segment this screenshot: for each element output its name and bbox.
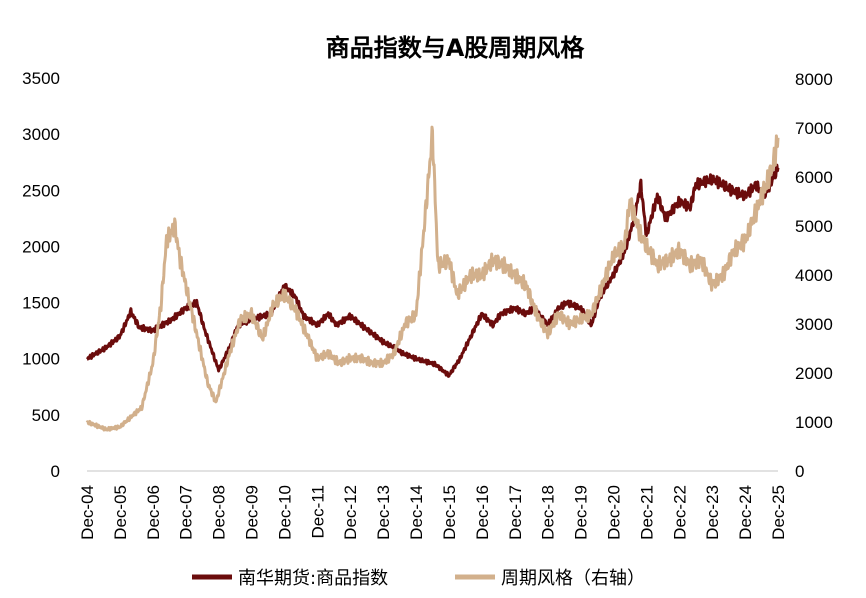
right-y-tick-label: 8000 bbox=[795, 70, 833, 89]
left-y-tick-label: 3500 bbox=[22, 69, 60, 88]
x-tick-label: Dec-24 bbox=[736, 485, 755, 540]
legend-item-cyclical-style: 周期风格（右轴） bbox=[455, 568, 645, 589]
x-tick-label: Dec-18 bbox=[539, 485, 558, 540]
right-y-tick-label: 0 bbox=[795, 462, 804, 481]
right-y-tick-label: 5000 bbox=[795, 217, 833, 236]
right-y-tick-label: 1000 bbox=[795, 413, 833, 432]
x-tick-label: Dec-22 bbox=[670, 485, 689, 540]
x-tick-label: Dec-23 bbox=[703, 485, 722, 540]
series-line-cyclical-style bbox=[85, 125, 780, 432]
left-y-tick-label: 1500 bbox=[22, 294, 60, 313]
x-tick-label: Dec-10 bbox=[275, 485, 294, 540]
x-tick-label: Dec-05 bbox=[111, 485, 130, 540]
x-tick-label: Dec-12 bbox=[341, 485, 360, 540]
x-tick-label: Dec-09 bbox=[243, 485, 262, 540]
right-y-tick-label: 2000 bbox=[795, 364, 833, 383]
left-y-tick-label: 3000 bbox=[22, 125, 60, 144]
x-tick-label: Dec-16 bbox=[473, 485, 492, 540]
x-tick-label: Dec-21 bbox=[637, 485, 656, 540]
left-y-axis: 0 500 1000 1500 2000 2500 3000 3500 bbox=[22, 69, 60, 481]
x-tick-label: Dec-14 bbox=[407, 485, 426, 540]
x-axis: Dec-04 Dec-05 Dec-06 Dec-07 Dec-08 Dec-09 Dec-… bbox=[78, 485, 788, 540]
x-tick-label: Dec-07 bbox=[177, 485, 196, 540]
x-tick-label: Dec-06 bbox=[144, 485, 163, 540]
right-y-tick-label: 7000 bbox=[795, 119, 833, 138]
legend: 南华期货:商品指数 周期风格（右轴） bbox=[192, 568, 645, 589]
series-line-commodity-index bbox=[86, 163, 780, 378]
legend-label: 周期风格（右轴） bbox=[501, 568, 645, 589]
x-tick-label: Dec-25 bbox=[769, 485, 788, 540]
x-tick-label: Dec-08 bbox=[210, 485, 229, 540]
x-tick-label: Dec-04 bbox=[78, 485, 97, 540]
right-y-axis: 0 1000 2000 3000 4000 5000 6000 7000 8000 bbox=[795, 70, 833, 481]
x-tick-label: Dec-11 bbox=[308, 485, 327, 539]
right-y-tick-label: 6000 bbox=[795, 168, 833, 187]
x-tick-label: Dec-19 bbox=[572, 485, 591, 540]
x-tick-label: Dec-17 bbox=[506, 485, 525, 540]
right-y-tick-label: 4000 bbox=[795, 266, 833, 285]
legend-item-commodity-index: 南华期货:商品指数 bbox=[192, 568, 388, 589]
legend-label: 南华期货:商品指数 bbox=[238, 568, 388, 589]
chart-title: 商品指数与A股周期风格 bbox=[326, 34, 586, 62]
left-y-tick-label: 0 bbox=[51, 462, 60, 481]
x-tick-label: Dec-13 bbox=[374, 485, 393, 540]
plot-area bbox=[85, 125, 780, 432]
left-y-tick-label: 1000 bbox=[22, 350, 60, 369]
left-y-tick-label: 500 bbox=[32, 406, 60, 425]
left-y-tick-label: 2500 bbox=[22, 181, 60, 200]
x-tick-label: Dec-15 bbox=[440, 485, 459, 540]
x-tick-label: Dec-20 bbox=[604, 485, 623, 540]
right-y-tick-label: 3000 bbox=[795, 315, 833, 334]
left-y-tick-label: 2000 bbox=[22, 237, 60, 256]
